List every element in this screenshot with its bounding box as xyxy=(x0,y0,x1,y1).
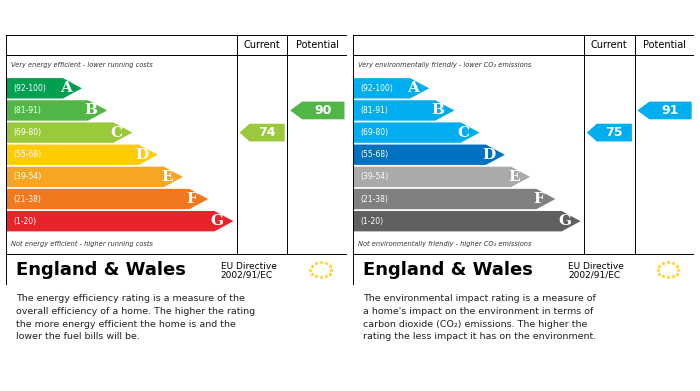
Polygon shape xyxy=(353,122,480,143)
Text: Current: Current xyxy=(244,40,281,50)
Text: (39-54): (39-54) xyxy=(13,172,41,181)
Text: Potential: Potential xyxy=(643,40,686,50)
Text: E: E xyxy=(161,170,173,184)
Text: (1-20): (1-20) xyxy=(13,217,36,226)
Text: C: C xyxy=(110,126,122,140)
Text: F: F xyxy=(534,192,545,206)
Text: Potential: Potential xyxy=(296,40,339,50)
Text: Not environmentally friendly - higher CO₂ emissions: Not environmentally friendly - higher CO… xyxy=(358,241,531,248)
Polygon shape xyxy=(6,211,233,231)
Text: England & Wales: England & Wales xyxy=(16,261,186,279)
Text: Not energy efficient - higher running costs: Not energy efficient - higher running co… xyxy=(10,241,153,248)
Polygon shape xyxy=(6,78,82,99)
Text: 74: 74 xyxy=(258,126,276,139)
Text: (69-80): (69-80) xyxy=(13,128,41,137)
Polygon shape xyxy=(353,78,429,99)
Text: B: B xyxy=(432,104,444,117)
Text: F: F xyxy=(187,192,197,206)
Text: EU Directive: EU Directive xyxy=(220,262,276,271)
Polygon shape xyxy=(6,122,132,143)
Text: D: D xyxy=(482,148,496,162)
Text: (21-38): (21-38) xyxy=(13,195,41,204)
Text: Very energy efficient - lower running costs: Very energy efficient - lower running co… xyxy=(10,62,153,68)
Text: Energy Efficiency Rating: Energy Efficiency Rating xyxy=(14,11,186,24)
Text: (39-54): (39-54) xyxy=(360,172,388,181)
Polygon shape xyxy=(353,145,505,165)
Text: 2002/91/EC: 2002/91/EC xyxy=(568,271,620,280)
Polygon shape xyxy=(239,124,285,142)
Text: The energy efficiency rating is a measure of the
overall efficiency of a home. T: The energy efficiency rating is a measur… xyxy=(16,294,255,341)
Text: (92-100): (92-100) xyxy=(13,84,46,93)
Text: G: G xyxy=(558,214,571,228)
Text: A: A xyxy=(60,81,71,95)
Text: 90: 90 xyxy=(314,104,332,117)
Text: The environmental impact rating is a measure of
a home's impact on the environme: The environmental impact rating is a mea… xyxy=(363,294,596,341)
Polygon shape xyxy=(6,167,183,187)
Text: 91: 91 xyxy=(662,104,679,117)
Text: (92-100): (92-100) xyxy=(360,84,393,93)
Text: D: D xyxy=(135,148,148,162)
Text: Environmental Impact (CO₂) Rating: Environmental Impact (CO₂) Rating xyxy=(361,11,608,24)
Text: (55-68): (55-68) xyxy=(13,150,41,159)
Text: (81-91): (81-91) xyxy=(13,106,41,115)
Text: G: G xyxy=(211,214,224,228)
Polygon shape xyxy=(353,167,530,187)
Text: B: B xyxy=(85,104,97,117)
Text: E: E xyxy=(508,170,520,184)
Polygon shape xyxy=(587,124,632,142)
Text: Current: Current xyxy=(591,40,628,50)
Text: England & Wales: England & Wales xyxy=(363,261,533,279)
Polygon shape xyxy=(290,102,344,119)
Text: Very environmentally friendly - lower CO₂ emissions: Very environmentally friendly - lower CO… xyxy=(358,62,531,68)
Text: 2002/91/EC: 2002/91/EC xyxy=(220,271,273,280)
Polygon shape xyxy=(6,100,107,121)
Polygon shape xyxy=(638,102,692,119)
Text: 75: 75 xyxy=(606,126,623,139)
Polygon shape xyxy=(353,100,454,121)
Polygon shape xyxy=(6,189,208,209)
Polygon shape xyxy=(353,189,555,209)
Text: (1-20): (1-20) xyxy=(360,217,384,226)
Text: (81-91): (81-91) xyxy=(360,106,388,115)
Text: C: C xyxy=(457,126,470,140)
Text: (21-38): (21-38) xyxy=(360,195,388,204)
Text: EU Directive: EU Directive xyxy=(568,262,624,271)
Text: A: A xyxy=(407,81,419,95)
Polygon shape xyxy=(353,211,580,231)
Text: (69-80): (69-80) xyxy=(360,128,388,137)
Text: (55-68): (55-68) xyxy=(360,150,388,159)
Polygon shape xyxy=(6,145,158,165)
